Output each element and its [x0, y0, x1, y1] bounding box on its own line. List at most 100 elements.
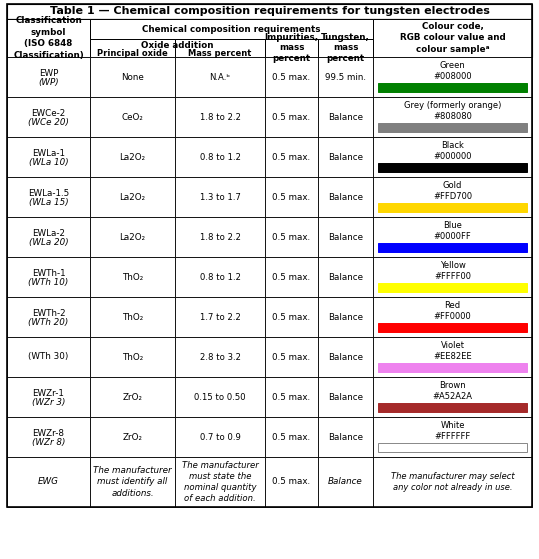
Bar — [90, 137, 175, 177]
Text: 0.5 max.: 0.5 max. — [272, 353, 310, 362]
Text: Principal oxide: Principal oxide — [97, 49, 168, 58]
Text: The manufacturer may select
any color not already in use.: The manufacturer may select any color no… — [391, 472, 514, 492]
Bar — [265, 457, 318, 507]
Bar — [373, 57, 532, 97]
Bar — [265, 257, 318, 297]
Bar — [90, 337, 175, 377]
Text: (WP): (WP) — [38, 78, 59, 87]
Bar — [373, 217, 532, 257]
Bar — [318, 417, 373, 457]
Bar — [7, 217, 90, 257]
Bar — [318, 337, 373, 377]
Text: Classification
symbol
(ISO 6848
Classification): Classification symbol (ISO 6848 Classifi… — [13, 16, 84, 60]
Text: La2O₂: La2O₂ — [120, 153, 146, 162]
Bar — [373, 137, 532, 177]
Bar — [373, 19, 532, 57]
Bar — [373, 337, 532, 377]
Bar — [318, 217, 373, 257]
Text: 0.5 max.: 0.5 max. — [272, 192, 310, 201]
Bar — [265, 177, 318, 217]
Text: (WTh 10): (WTh 10) — [29, 277, 68, 287]
Bar — [90, 97, 175, 137]
Bar — [7, 377, 90, 417]
Bar — [175, 457, 265, 507]
Text: EWTh-2: EWTh-2 — [32, 309, 65, 318]
Bar — [7, 137, 90, 177]
Bar — [90, 19, 373, 39]
Text: Balance: Balance — [328, 433, 363, 442]
Text: 0.5 max.: 0.5 max. — [272, 73, 310, 82]
Text: Balance: Balance — [328, 112, 363, 121]
Text: Mass percent: Mass percent — [188, 49, 252, 58]
Bar — [318, 177, 373, 217]
Text: Impurities,
mass
percent: Impurities, mass percent — [265, 33, 319, 63]
Text: 99.5 min.: 99.5 min. — [325, 73, 366, 82]
Bar — [175, 257, 265, 297]
Text: 0.8 to 1.2: 0.8 to 1.2 — [199, 272, 240, 282]
Text: Balance: Balance — [328, 392, 363, 401]
Bar — [90, 257, 175, 297]
Text: Balance: Balance — [328, 353, 363, 362]
Text: (WCe 20): (WCe 20) — [28, 117, 69, 126]
Text: EWZr-8: EWZr-8 — [32, 429, 65, 438]
Bar — [175, 217, 265, 257]
Text: EWCe-2: EWCe-2 — [31, 108, 66, 117]
Text: Balance: Balance — [328, 312, 363, 321]
Text: Balance: Balance — [328, 272, 363, 282]
Text: Blue
#0000FF: Blue #0000FF — [433, 221, 472, 241]
Bar — [265, 97, 318, 137]
Text: Gold
#FFD700: Gold #FFD700 — [433, 181, 472, 201]
Text: N.A.ᵇ: N.A.ᵇ — [210, 73, 231, 82]
Bar — [373, 417, 532, 457]
Text: Grey (formerly orange)
#808080: Grey (formerly orange) #808080 — [404, 101, 501, 121]
Bar — [265, 217, 318, 257]
Text: ThO₂: ThO₂ — [122, 353, 143, 362]
Bar — [90, 57, 175, 97]
Bar — [378, 243, 527, 252]
Bar — [318, 97, 373, 137]
Text: 1.8 to 2.2: 1.8 to 2.2 — [199, 233, 240, 241]
Text: La2O₂: La2O₂ — [120, 233, 146, 241]
Bar — [7, 297, 90, 337]
Text: Balance: Balance — [328, 192, 363, 201]
Text: ZrO₂: ZrO₂ — [122, 433, 142, 442]
Bar — [7, 337, 90, 377]
Text: 1.7 to 2.2: 1.7 to 2.2 — [199, 312, 240, 321]
Text: Table 1 — Chemical composition requirements for tungsten electrodes: Table 1 — Chemical composition requireme… — [50, 7, 489, 17]
Bar — [373, 97, 532, 137]
Text: EWLa-2: EWLa-2 — [32, 229, 65, 238]
Bar — [378, 163, 527, 172]
Bar — [175, 377, 265, 417]
Text: La2O₂: La2O₂ — [120, 192, 146, 201]
Bar — [373, 457, 532, 507]
Bar — [90, 217, 175, 257]
Bar — [373, 297, 532, 337]
Text: EWLa-1.5: EWLa-1.5 — [28, 188, 69, 197]
Text: 0.5 max.: 0.5 max. — [272, 233, 310, 241]
Bar — [175, 57, 265, 97]
Text: ThO₂: ThO₂ — [122, 312, 143, 321]
Text: (WLa 15): (WLa 15) — [29, 197, 68, 206]
Text: EWG: EWG — [38, 477, 59, 486]
Text: Oxide addition: Oxide addition — [141, 41, 214, 50]
Bar — [378, 123, 527, 132]
Bar — [7, 19, 90, 57]
Bar — [265, 39, 318, 57]
Bar — [265, 297, 318, 337]
Bar — [378, 323, 527, 332]
Bar — [265, 57, 318, 97]
Bar — [7, 4, 532, 507]
Bar — [378, 363, 527, 372]
Text: Black
#000000: Black #000000 — [433, 141, 472, 162]
Bar — [7, 19, 532, 57]
Bar — [7, 177, 90, 217]
Bar — [7, 417, 90, 457]
Text: White
#FFFFFF: White #FFFFFF — [434, 421, 471, 442]
Bar — [7, 257, 90, 297]
Bar — [90, 297, 175, 337]
Bar — [175, 137, 265, 177]
Bar — [7, 57, 90, 97]
Text: (WZr 3): (WZr 3) — [32, 397, 65, 406]
Text: Balance: Balance — [328, 233, 363, 241]
Text: Red
#FF0000: Red #FF0000 — [433, 301, 472, 321]
